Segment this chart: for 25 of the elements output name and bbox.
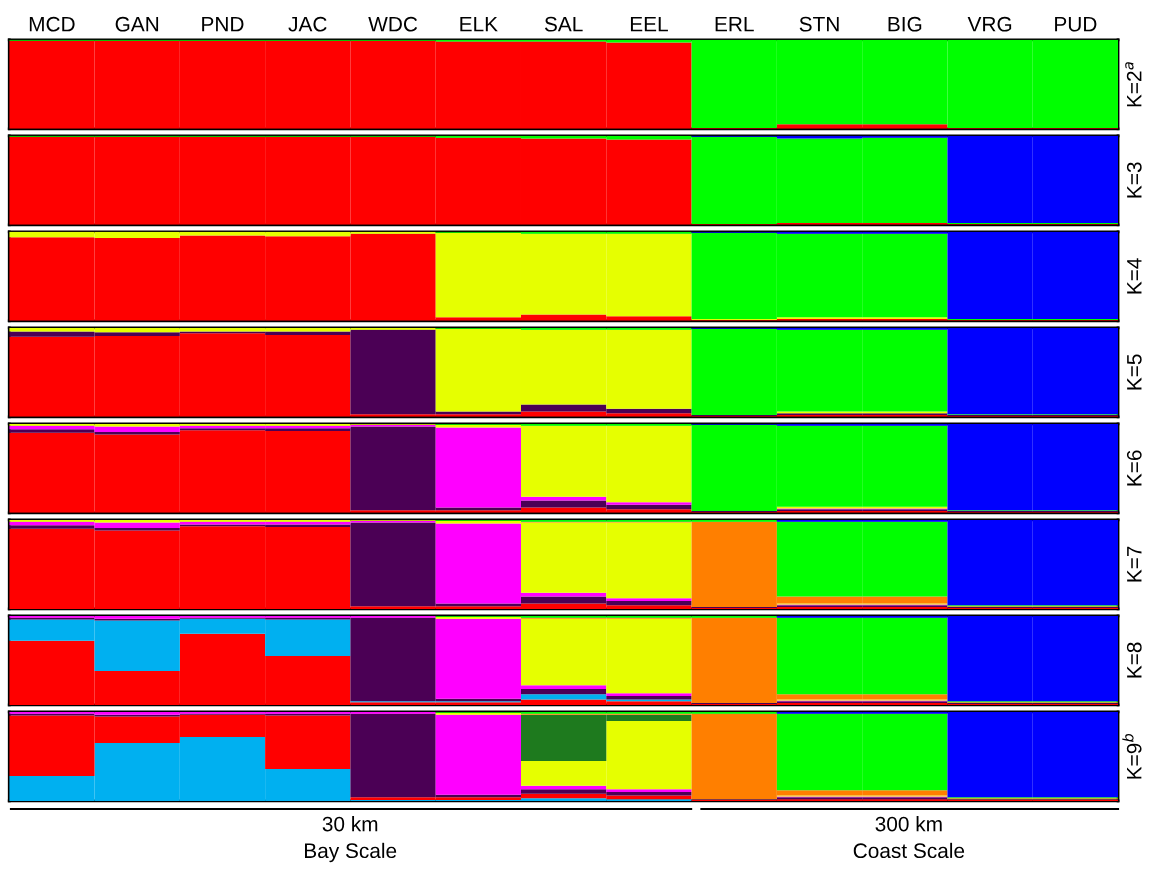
y-axis-title: K=6 — [1126, 450, 1142, 486]
y-axis-title: K=7 — [1127, 546, 1142, 582]
text: Coast Scale — [853, 842, 965, 859]
y-axis-title: K=9$^{b}$ — [1122, 733, 1142, 779]
x-tick-label: EEL — [630, 17, 668, 32]
x-tick-label: JAC — [288, 16, 327, 32]
x-tick-label: PUD — [1055, 17, 1097, 32]
x-tick-label: VRG — [967, 16, 1012, 32]
x-tick-label: ELK — [460, 17, 498, 32]
y-axis-title: K=4 — [1127, 258, 1142, 294]
x-tick-label: SAL — [544, 16, 583, 32]
y-axis-title: K=5 — [1127, 354, 1142, 390]
x-tick-label: ERL — [715, 17, 754, 32]
y-axis-title: K=2$^{a}$ — [1125, 62, 1142, 107]
text: 30 km — [322, 816, 378, 832]
text: Bay Scale — [305, 842, 397, 863]
x-tick-label: STN — [799, 16, 839, 32]
x-tick-label: MCD — [29, 16, 75, 32]
x-tick-label: BIG — [888, 16, 922, 32]
y-axis-title: K=8 — [1126, 642, 1142, 678]
x-tick-label: PND — [202, 17, 244, 32]
text: 300 km — [875, 816, 942, 832]
x-tick-label: WDC — [368, 16, 418, 32]
y-axis-title: K=3 — [1126, 162, 1142, 198]
x-tick-label: GAN — [115, 16, 159, 32]
